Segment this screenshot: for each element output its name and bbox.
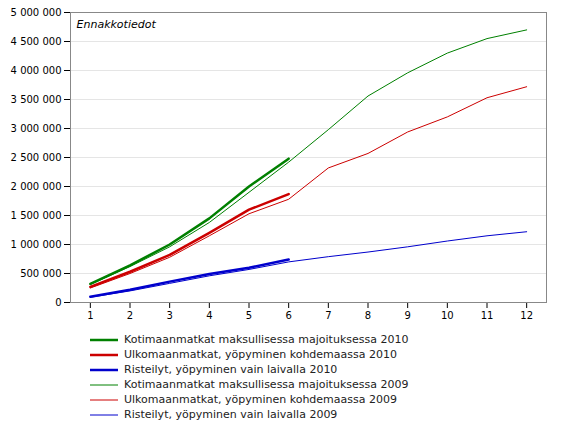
html-text:Risteilyt, yöpyminen vain laiv: Risteilyt, yöpyminen vain laivalla 2009 <box>124 408 338 421</box>
svg-text:Ennakkotiedot: Ennakkotiedot <box>77 18 157 31</box>
html-text:Ulkomaanmatkat, yöpyminen kohd: Ulkomaanmatkat, yöpyminen kohdemaassa 20… <box>124 348 397 361</box>
svg-text:2: 2 <box>127 310 133 321</box>
svg-text:10: 10 <box>441 310 454 321</box>
svg-text:4 000 000: 4 000 000 <box>11 65 62 76</box>
svg-text:3 500 000: 3 500 000 <box>11 94 62 105</box>
svg-text:2 000 000: 2 000 000 <box>11 181 62 192</box>
svg-text:4 500 000: 4 500 000 <box>11 36 62 47</box>
svg-text:5: 5 <box>246 310 252 321</box>
svg-text:5 000 000: 5 000 000 <box>11 7 62 18</box>
svg-text:3: 3 <box>166 310 172 321</box>
html-text:Ulkomaanmatkat, yöpyminen kohd: Ulkomaanmatkat, yöpyminen kohdemaassa 20… <box>124 393 397 406</box>
svg-text:7: 7 <box>325 310 331 321</box>
svg-text:0: 0 <box>55 297 61 308</box>
svg-text:500 000: 500 000 <box>20 268 61 279</box>
svg-text:9: 9 <box>404 310 410 321</box>
svg-text:8: 8 <box>365 310 371 321</box>
svg-text:1: 1 <box>87 310 93 321</box>
svg-text:1 000 000: 1 000 000 <box>11 239 62 250</box>
svg-text:6: 6 <box>285 310 291 321</box>
svg-text:3 000 000: 3 000 000 <box>11 123 62 134</box>
html-text:Kotimaanmatkat maksullisessa m: Kotimaanmatkat maksullisessa majoitukses… <box>124 378 409 391</box>
svg-text:1 500 000: 1 500 000 <box>11 210 62 221</box>
svg-text:12: 12 <box>520 310 533 321</box>
html-text:Kotimaanmatkat maksullisessa m: Kotimaanmatkat maksullisessa majoitukses… <box>124 333 409 346</box>
html-text:Risteilyt, yöpyminen vain laiv: Risteilyt, yöpyminen vain laivalla 2010 <box>124 363 338 376</box>
svg-text:11: 11 <box>481 310 494 321</box>
svg-text:4: 4 <box>206 310 212 321</box>
svg-text:2 500 000: 2 500 000 <box>11 152 62 163</box>
